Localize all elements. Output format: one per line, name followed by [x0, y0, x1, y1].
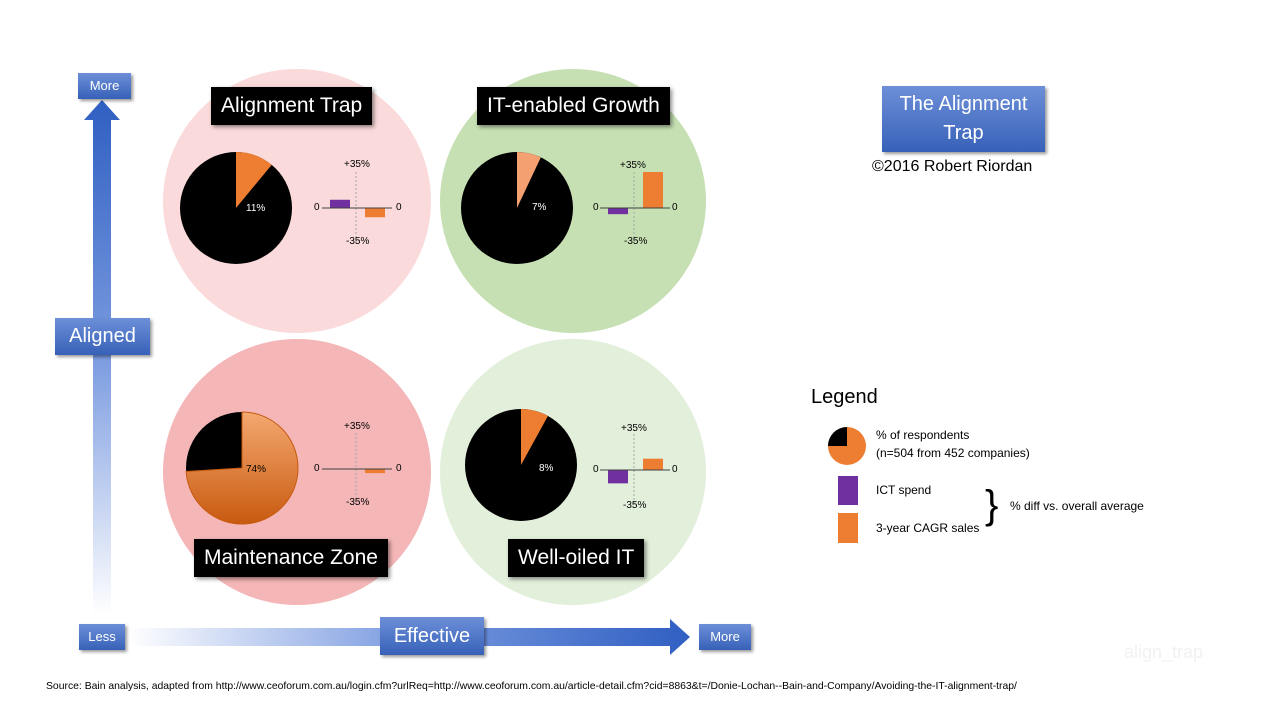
bar-chart-alignment-trap	[322, 172, 392, 244]
title-line-2: Trap	[943, 122, 984, 144]
legend-cagr-label: 3-year CAGR sales	[876, 521, 980, 535]
tick-top: +35%	[344, 421, 370, 432]
legend-diff-label: % diff vs. overall average	[1010, 499, 1144, 513]
watermark: align_trap	[1124, 642, 1204, 662]
quadrant-label-alignment-trap: Alignment Trap	[211, 87, 373, 125]
pie-alignment-trap	[180, 152, 292, 264]
tick-zero-left: 0	[593, 464, 599, 475]
source-note: Source: Bain analysis, adapted from http…	[46, 681, 1017, 692]
cagr-sales-bar	[365, 208, 385, 218]
pie-maintenance-zone	[185, 411, 299, 525]
tick-top: +35%	[344, 159, 370, 170]
legend-heading: Legend	[811, 386, 878, 408]
pie-label-maintenance-zone: 74%	[246, 464, 267, 475]
tick-zero-right: 0	[396, 463, 402, 474]
vertical-axis-arrow	[84, 100, 120, 615]
legend-pie-icon	[828, 427, 866, 465]
bar-chart-maintenance-zone	[322, 433, 392, 505]
tick-top: +35%	[621, 423, 647, 434]
quadrant-label-it-enabled-growth: IT-enabled Growth	[477, 87, 670, 125]
title-line-1: The Alignment	[899, 93, 1028, 115]
legend-cagr-swatch	[838, 513, 858, 543]
legend-ict-swatch	[838, 476, 858, 505]
x-axis-more-label: More	[699, 624, 751, 650]
tick-bottom: -35%	[624, 236, 648, 247]
pie-label-alignment-trap: 11%	[246, 203, 266, 214]
tick-zero-right: 0	[672, 202, 678, 213]
quadrant-label-maintenance-zone: Maintenance Zone	[194, 539, 388, 577]
quadrant-label-well-oiled-it: Well-oiled IT	[508, 539, 645, 577]
pie-label-well-oiled-it: 8%	[539, 463, 554, 474]
legend-pie-line-1: % of respondents	[876, 428, 970, 442]
y-axis-more-label: More	[78, 73, 131, 99]
pie-slice-orange	[236, 152, 272, 208]
pie-slice-orange	[517, 152, 541, 208]
bar-chart-well-oiled-it	[600, 434, 670, 506]
tick-zero-right: 0	[396, 202, 402, 213]
x-axis-less-label: Less	[79, 624, 125, 650]
pie-well-oiled-it	[465, 409, 577, 521]
x-axis-label: Effective	[380, 617, 484, 655]
legend-pie-line-2: (n=504 from 452 companies)	[876, 446, 1030, 460]
tick-top: +35%	[620, 160, 646, 171]
copyright: ©2016 Robert Riordan	[872, 158, 1033, 175]
tick-bottom: -35%	[346, 236, 370, 247]
tick-bottom: -35%	[346, 497, 370, 508]
bar-chart-it-enabled-growth	[600, 172, 670, 244]
tick-zero-right: 0	[672, 464, 678, 475]
tick-zero-left: 0	[314, 202, 320, 213]
y-axis-label: Aligned	[55, 318, 150, 355]
tick-zero-left: 0	[314, 463, 320, 474]
pie-it-enabled-growth	[461, 152, 573, 264]
cagr-sales-bar	[643, 172, 663, 208]
cagr-sales-bar	[643, 458, 663, 470]
title-box: The Alignment Trap	[882, 86, 1045, 152]
ict-spend-bar	[608, 208, 628, 215]
legend-ict-label: ICT spend	[876, 483, 932, 497]
ict-spend-bar	[330, 199, 350, 208]
pie-slice-orange	[521, 409, 548, 465]
tick-bottom: -35%	[623, 500, 647, 511]
cagr-sales-bar	[365, 469, 385, 474]
ict-spend-bar	[608, 470, 628, 484]
legend-brace: }	[985, 483, 999, 527]
pie-label-it-enabled-growth: 7%	[532, 202, 547, 213]
pie-slice-orange	[185, 411, 299, 525]
tick-zero-left: 0	[593, 202, 599, 213]
